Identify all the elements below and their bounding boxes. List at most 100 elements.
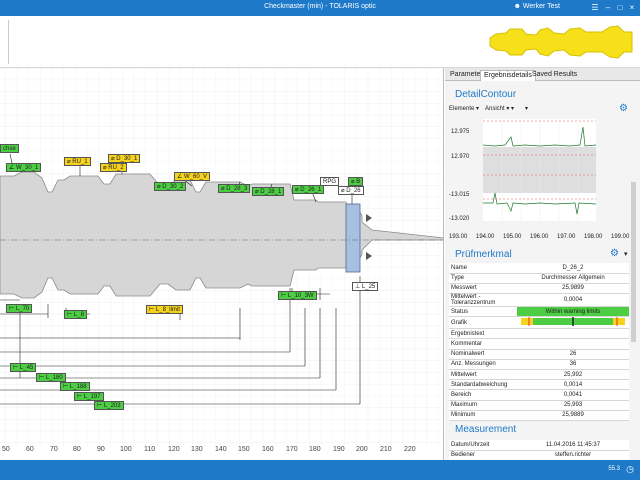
- pruefmerkmal-title: Prüfmerkmal: [455, 249, 512, 260]
- x-tick-label: 130: [191, 446, 203, 453]
- x-tick-label: 210: [380, 446, 392, 453]
- x-tick-label: 190: [333, 446, 345, 453]
- x-tick-label: 50: [2, 446, 10, 453]
- x-tick-label: 194.00: [476, 234, 495, 240]
- y-tick-label: 12.970: [451, 154, 470, 160]
- x-tick-label: 160: [262, 446, 274, 453]
- table-row: Mittelwert 25,992: [449, 369, 629, 381]
- clock-icon[interactable]: ◷: [626, 464, 634, 474]
- minimize-button[interactable]: –: [605, 3, 611, 12]
- x-tick-label: 90: [97, 446, 105, 453]
- table-row: Grafik: [449, 316, 629, 330]
- user-label: Werker Test: [522, 3, 560, 10]
- dim-chip[interactable]: chse: [0, 144, 19, 153]
- elemente-dropdown[interactable]: Elemente ▾: [449, 106, 480, 112]
- right-panel: Parameter Ergebnisdetails Saved Results …: [445, 68, 640, 461]
- dropdown-4[interactable]: ▾: [525, 106, 529, 112]
- dim-chip[interactable]: ⊢ L_180: [36, 373, 66, 382]
- contour-canvas[interactable]: [0, 68, 444, 460]
- status-value: 55.3: [608, 466, 620, 472]
- dim-chip[interactable]: ⌀ D_28_1: [252, 187, 285, 196]
- dim-chip[interactable]: ⊢ L_45: [10, 363, 37, 372]
- table-row: Standardabweichung 0,0014: [449, 379, 629, 391]
- dropdown-3[interactable]: ▾: [511, 106, 515, 112]
- dim-chip[interactable]: ⊢ L_70: [6, 304, 33, 313]
- dim-chip[interactable]: ∠ W_30_1: [6, 163, 42, 172]
- status-badge: Within warning limits: [517, 306, 629, 318]
- dim-chip[interactable]: ⊢ L_8: [64, 310, 87, 319]
- dim-chip[interactable]: ⊢ L_8_limit: [146, 305, 183, 314]
- table-row: Messwert 25,9899: [449, 283, 629, 295]
- dim-chip[interactable]: ⊢ L_188: [60, 382, 90, 391]
- table-row: Name D_26_2: [449, 263, 629, 274]
- tab-saved-results[interactable]: Saved Results: [532, 71, 578, 78]
- panel-tabs: Parameter Ergebnisdetails Saved Results: [445, 68, 640, 81]
- y-tick-label: -13.020: [449, 216, 470, 222]
- x-tick-label: 199.00: [611, 234, 630, 240]
- x-tick-label: 150: [238, 446, 250, 453]
- x-tick-label: 140: [215, 446, 227, 453]
- x-tick-label: 60: [26, 446, 34, 453]
- x-tick-label: 120: [168, 446, 180, 453]
- table-row: Minimum 25,9889: [449, 410, 629, 421]
- dim-chip[interactable]: ⌀ D_28_3: [218, 184, 251, 193]
- table-row: Mittelwert - Toleranzzentrum 0,0004: [449, 293, 629, 308]
- title-bar: Checkmaster (min) - TOLARIS optic ☻ Werk…: [0, 0, 640, 16]
- ribbon-divider: [8, 20, 9, 64]
- table-row: Bediener steffen.richter: [449, 450, 629, 461]
- maximize-button[interactable]: □: [617, 3, 623, 12]
- tab-ergebnisdetails[interactable]: Ergebnisdetails: [480, 70, 536, 81]
- dim-chip[interactable]: ⊥ L_25: [352, 282, 379, 291]
- grafik-bar: [517, 316, 629, 330]
- y-tick-label: 12.975: [451, 129, 470, 135]
- x-tick-label: 170: [286, 446, 298, 453]
- close-button[interactable]: ×: [629, 3, 635, 12]
- dim-chip[interactable]: ⌀ D_26: [338, 186, 364, 195]
- dim-chip[interactable]: ⊢ L_197: [74, 392, 104, 401]
- table-row: Status Within warning limits: [449, 306, 629, 318]
- dim-chip[interactable]: ⊢ L_203: [94, 401, 124, 410]
- x-tick-label: 198.00: [584, 234, 603, 240]
- dim-chip[interactable]: ⌀ D_30_1: [108, 154, 141, 163]
- dim-chip[interactable]: ⌀ B: [348, 177, 364, 186]
- table-row: Kommentar: [449, 338, 629, 350]
- part-thumbnail[interactable]: [488, 24, 634, 60]
- table-row: Bereich 0,0041: [449, 389, 629, 401]
- x-tick-label: 80: [73, 446, 81, 453]
- dim-chip[interactable]: ⌀ D_26_1: [292, 185, 325, 194]
- tab-parameter[interactable]: Parameter: [450, 71, 483, 78]
- gear-icon[interactable]: ⚙: [610, 248, 619, 259]
- dim-chip[interactable]: ⌀ RU_2: [100, 163, 127, 172]
- measurement-table: Datum/Uhrzeit 11.04.2016 11:45:37 Bediene…: [449, 440, 629, 461]
- table-row: Anz. Messungen 36: [449, 359, 629, 371]
- gear-icon[interactable]: ⚙: [619, 103, 628, 114]
- table-row: Maximum 25,993: [449, 400, 629, 411]
- user-icon: ☻: [513, 3, 523, 10]
- detailcontour-title: DetailContour: [455, 89, 517, 100]
- y-tick-label: -13.015: [449, 192, 470, 198]
- measurement-title: Measurement: [455, 424, 517, 435]
- window-title: Checkmaster (min) - TOLARIS optic: [264, 3, 376, 10]
- user-name[interactable]: ☻ Werker Test: [514, 3, 560, 10]
- dim-chip[interactable]: ⊢ L_10_3W: [278, 291, 317, 300]
- table-row: Datum/Uhrzeit 11.04.2016 11:45:37: [449, 440, 629, 451]
- table-row: Type Durchmesser Allgemein: [449, 273, 629, 284]
- x-tick-label: 200: [356, 446, 368, 453]
- x-tick-label: 193.00: [449, 234, 468, 240]
- dim-chip[interactable]: RPG: [320, 177, 340, 186]
- dim-chip[interactable]: ⌀ D_30_2: [154, 182, 187, 191]
- chevron-down-icon[interactable]: ▾: [624, 251, 628, 258]
- ansicht-dropdown[interactable]: Ansicht ▾: [485, 106, 510, 112]
- x-tick-label: 110: [144, 446, 156, 453]
- dim-chip[interactable]: ⌀ RU_1: [64, 157, 91, 166]
- x-tick-label: 180: [309, 446, 321, 453]
- menu-icon[interactable]: ☰: [591, 3, 599, 12]
- x-tick-label: 220: [404, 446, 416, 453]
- status-bar: 55.3 ◷: [0, 460, 640, 480]
- x-tick-label: 197.00: [557, 234, 576, 240]
- table-row: Ergebnistext: [449, 328, 629, 340]
- table-row: Nominalwert 26: [449, 349, 629, 360]
- x-tick-label: 70: [50, 446, 58, 453]
- panel-scrollbar[interactable]: [631, 182, 636, 342]
- dim-chip[interactable]: ∠ W_60_V: [174, 172, 211, 181]
